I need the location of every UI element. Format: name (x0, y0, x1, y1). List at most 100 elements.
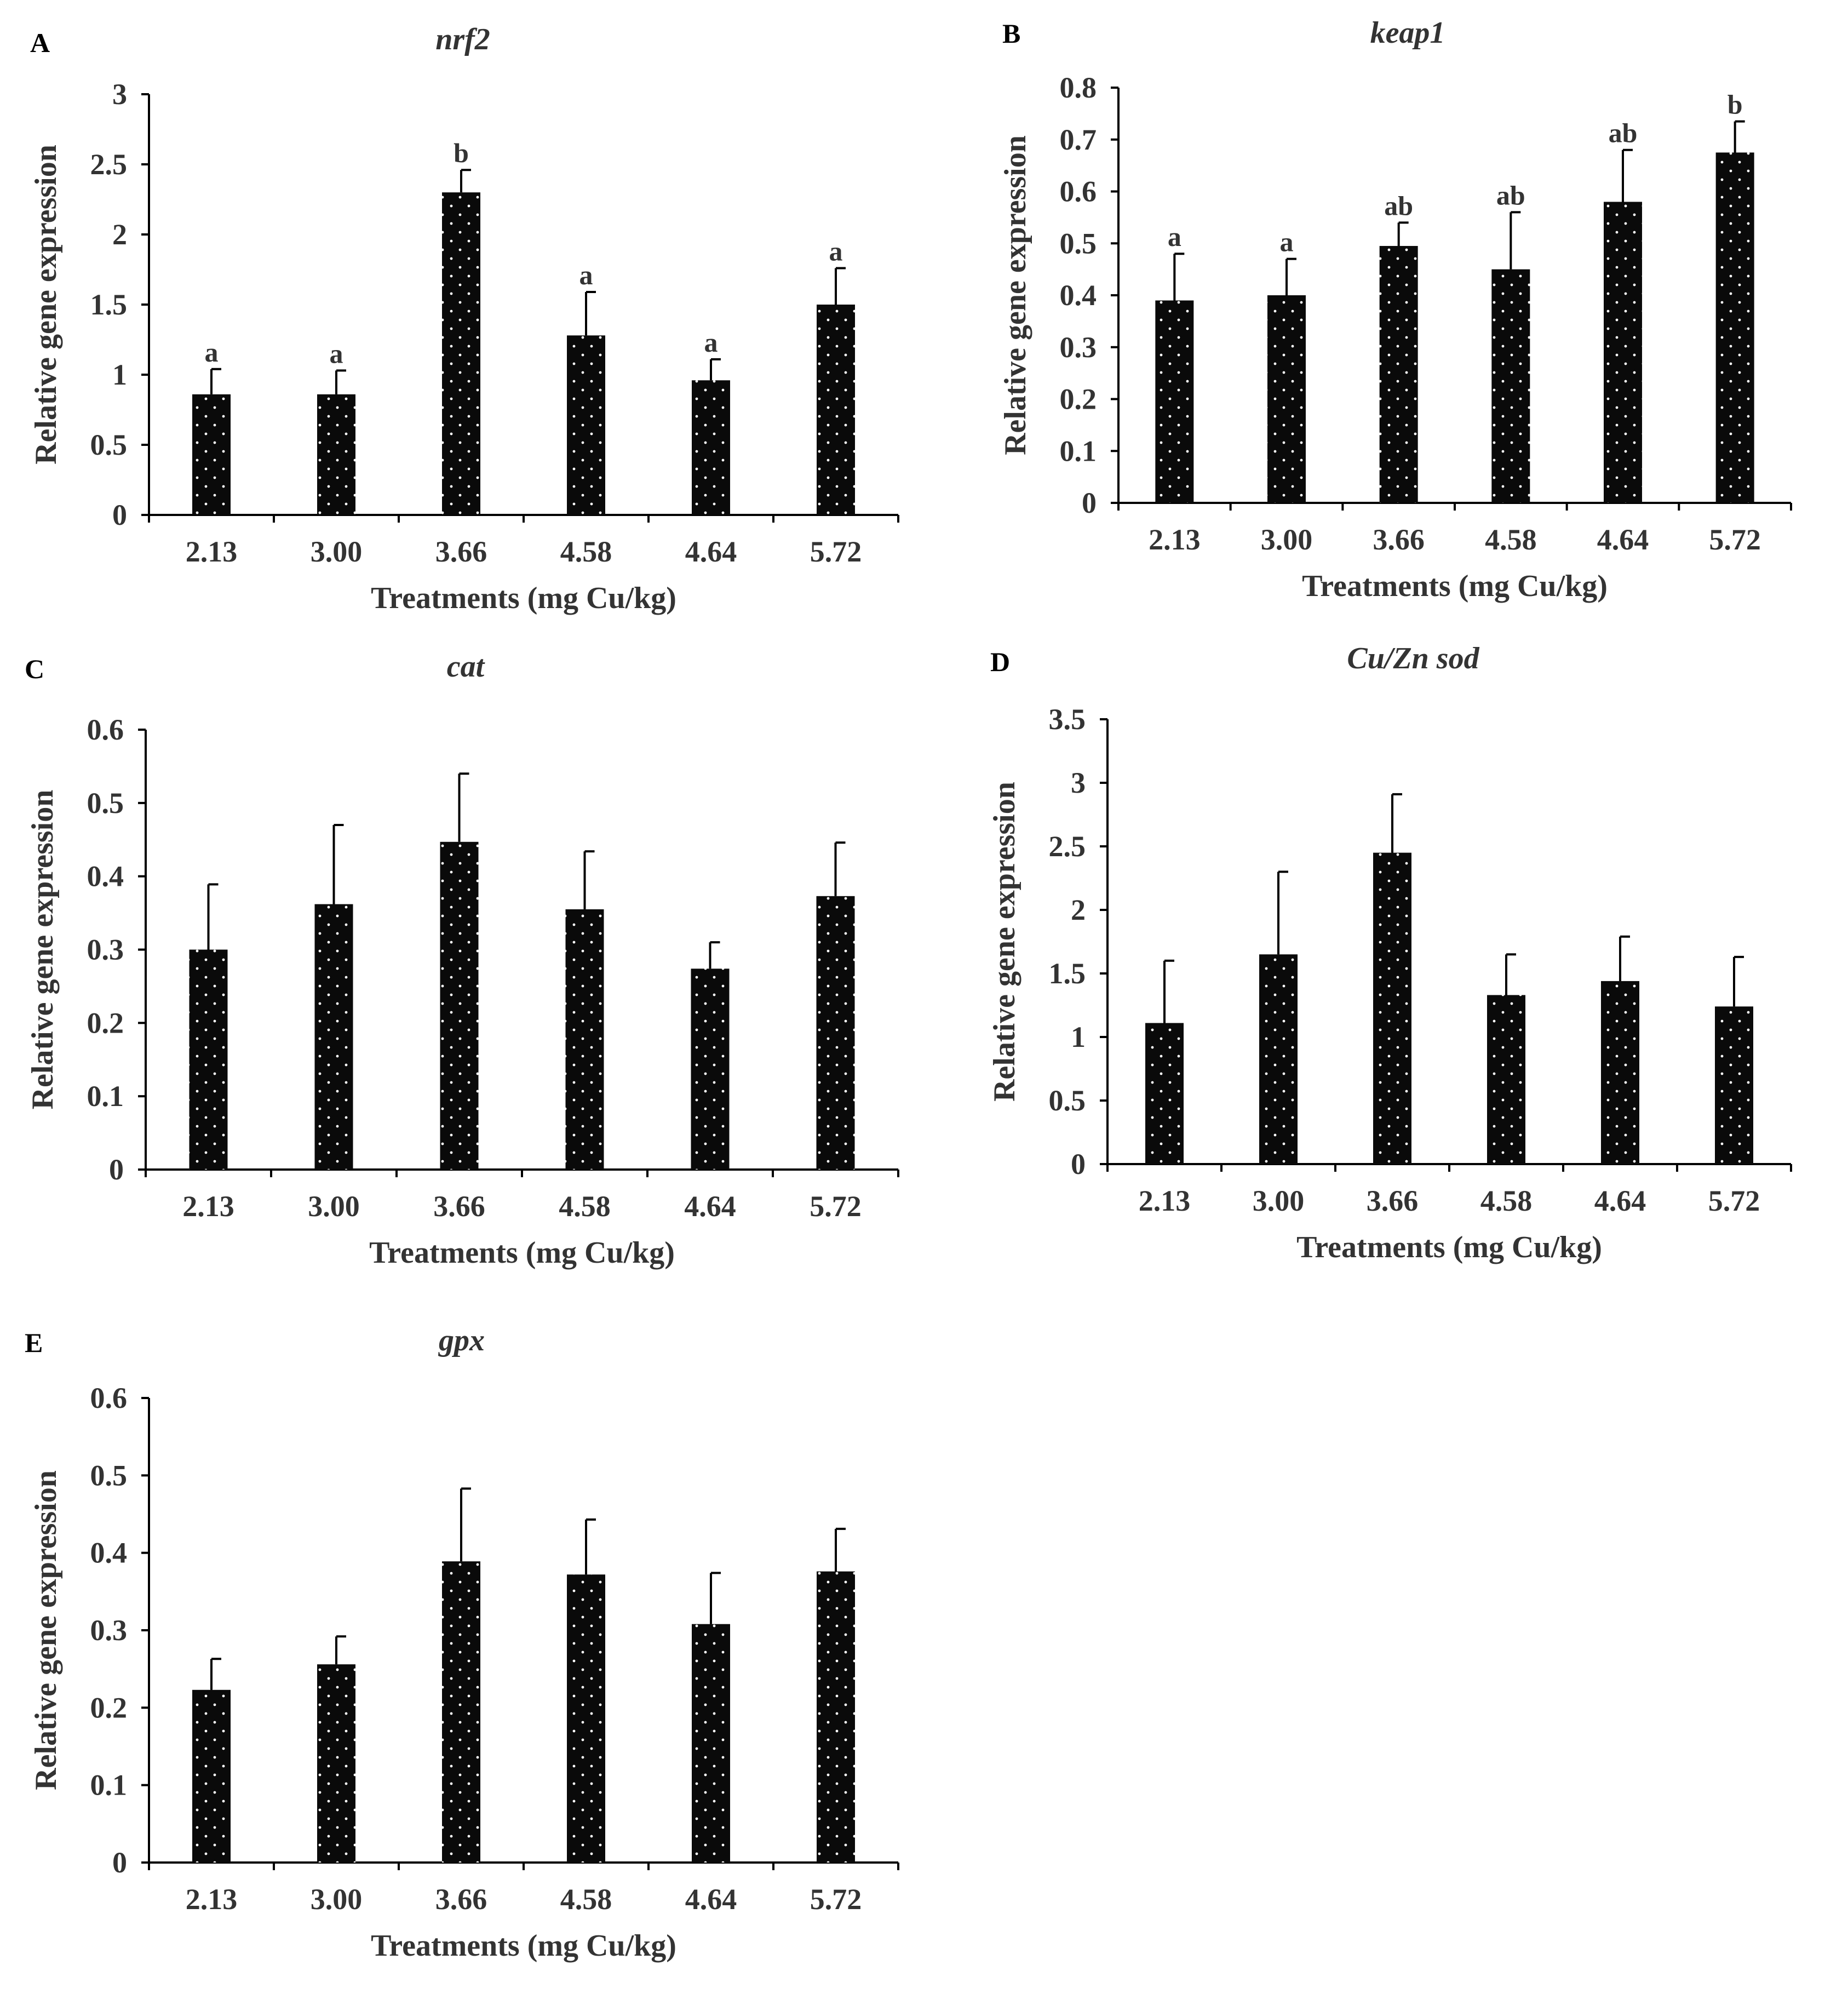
y-tick-label: 3 (112, 78, 127, 111)
chart-title: cat (447, 650, 485, 684)
x-tick-label: 4.58 (560, 1883, 612, 1916)
y-tick-label: 0.7 (1060, 123, 1097, 156)
x-tick-label: 3.66 (1373, 523, 1425, 556)
x-tick-label: 2.13 (186, 1883, 238, 1916)
bar (1155, 300, 1194, 503)
significance-label: a (579, 260, 593, 290)
bar (1715, 1006, 1753, 1164)
significance-label: ab (1496, 180, 1525, 210)
significance-label: ab (1609, 118, 1638, 148)
y-tick-label: 0.6 (87, 713, 124, 746)
y-tick-label: 0.6 (1060, 175, 1097, 208)
y-tick-label: 0.5 (87, 787, 124, 820)
bar (565, 909, 604, 1170)
bar (440, 841, 479, 1170)
x-tick-label: 3.66 (435, 1883, 487, 1916)
y-axis-label: Relative gene expression (26, 790, 60, 1110)
y-tick-label: 0 (1071, 1148, 1086, 1181)
x-tick-label: 4.64 (685, 535, 737, 568)
x-tick-label: 3.00 (1261, 523, 1313, 556)
bar (1487, 995, 1525, 1164)
x-tick-label: 3.00 (311, 535, 363, 568)
significance-label: a (205, 337, 219, 368)
x-tick-label: 2.13 (186, 535, 238, 568)
x-tick-label: 4.64 (1597, 523, 1649, 556)
bar (567, 335, 605, 515)
panel-letter: B (1002, 18, 1020, 49)
y-tick-label: 0.5 (1060, 227, 1097, 260)
x-tick-label: 5.72 (1709, 523, 1761, 556)
x-axis-label: Treatments (mg Cu/kg) (371, 1929, 676, 1963)
x-tick-label: 2.13 (182, 1190, 234, 1223)
panel-letter: E (25, 1327, 43, 1358)
bar (442, 192, 480, 515)
y-tick-label: 0.6 (90, 1382, 128, 1414)
y-tick-label: 0.1 (90, 1769, 128, 1802)
bar (192, 1689, 231, 1863)
x-tick-label: 3.00 (311, 1883, 363, 1916)
y-tick-label: 0.1 (87, 1080, 124, 1113)
bar (817, 305, 855, 515)
bar (692, 1624, 730, 1863)
x-axis-label: Treatments (mg Cu/kg) (371, 581, 676, 615)
y-tick-label: 2.5 (90, 148, 128, 181)
y-tick-label: 0 (112, 1846, 127, 1879)
significance-label: a (829, 236, 843, 266)
bar (317, 394, 355, 515)
y-axis-label: Relative gene expression (988, 782, 1021, 1102)
y-tick-label: 3 (1071, 766, 1086, 799)
y-tick-label: 1 (1071, 1021, 1086, 1053)
y-tick-label: 1 (112, 358, 127, 391)
x-tick-label: 3.66 (1367, 1184, 1419, 1217)
y-tick-label: 0.3 (90, 1614, 128, 1647)
chart-panel-d: D Cu/Zn sod 0 0.5 1 1.5 2 2.5 3 3.5 2.13 3.00 3.66 4.… (988, 641, 1792, 1264)
y-tick-label: 0.5 (1049, 1084, 1086, 1117)
x-tick-label: 4.58 (1480, 1184, 1533, 1217)
y-tick-label: 0.4 (87, 860, 124, 893)
chart-title: Cu/Zn sod (1347, 641, 1479, 675)
bar (1604, 202, 1642, 503)
y-tick-label: 2 (112, 218, 127, 251)
bar (192, 394, 231, 515)
y-tick-label: 0.2 (87, 1006, 124, 1039)
panel-letter: A (30, 27, 50, 58)
bar (567, 1574, 605, 1863)
y-axis-label: Relative gene expression (998, 135, 1032, 455)
bar (314, 904, 353, 1170)
significance-label: a (330, 338, 343, 369)
y-tick-label: 0.4 (1060, 279, 1097, 312)
x-tick-label: 3.66 (435, 535, 487, 568)
bar (816, 896, 855, 1170)
bar (1715, 152, 1754, 503)
significance-label: a (704, 327, 718, 358)
bar (1145, 1023, 1184, 1164)
y-tick-label: 0 (1082, 486, 1097, 519)
x-tick-label: 5.72 (1708, 1184, 1760, 1217)
significance-label: b (454, 137, 469, 168)
y-tick-label: 0.5 (90, 428, 128, 461)
y-tick-label: 2 (1071, 893, 1086, 926)
y-tick-label: 1.5 (1049, 957, 1086, 990)
x-tick-label: 4.64 (685, 1883, 737, 1916)
y-tick-label: 0.8 (1060, 71, 1097, 104)
y-tick-label: 0.3 (87, 933, 124, 966)
x-axis-label: Treatments (mg Cu/kg) (1302, 569, 1608, 603)
y-tick-label: 0.4 (90, 1537, 128, 1569)
x-axis-label: Treatments (mg Cu/kg) (1296, 1230, 1602, 1264)
chart-title: keap1 (1370, 16, 1445, 50)
bar (691, 969, 730, 1170)
significance-label: a (1168, 221, 1181, 252)
panel-letter: D (990, 646, 1010, 677)
x-tick-label: 3.00 (1253, 1184, 1305, 1217)
x-tick-label: 5.72 (810, 535, 862, 568)
bar (1491, 269, 1530, 503)
chart-title: nrf2 (435, 22, 490, 56)
bar (1259, 954, 1298, 1164)
panel-letter: C (25, 654, 44, 684)
bar (442, 1561, 480, 1863)
